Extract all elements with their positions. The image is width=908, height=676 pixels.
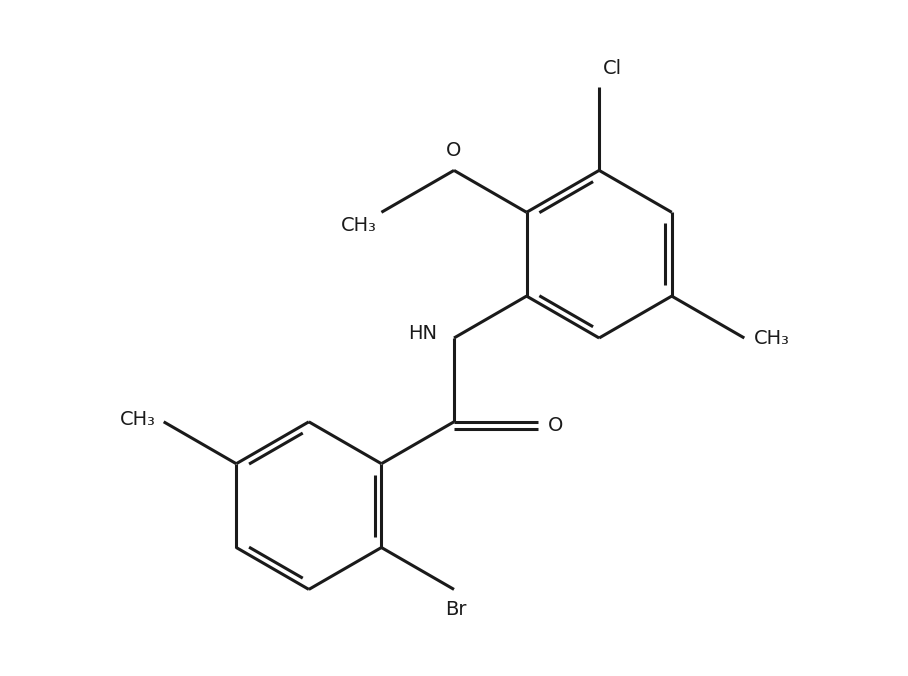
Text: O: O (548, 416, 563, 435)
Text: O: O (447, 141, 461, 160)
Text: HN: HN (408, 324, 437, 343)
Text: CH₃: CH₃ (755, 329, 790, 347)
Text: CH₃: CH₃ (120, 410, 155, 429)
Text: CH₃: CH₃ (341, 216, 377, 235)
Text: Cl: Cl (603, 59, 623, 78)
Text: Br: Br (445, 600, 467, 619)
